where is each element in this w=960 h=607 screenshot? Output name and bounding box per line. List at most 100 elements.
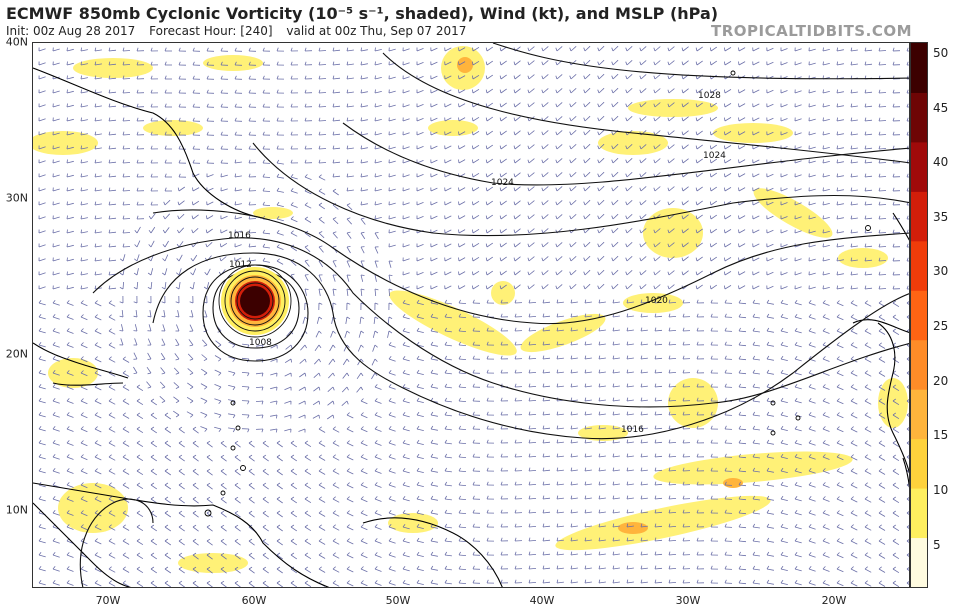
wind-barb-flag xyxy=(374,232,379,234)
wind-barb xyxy=(808,414,816,418)
wind-barb-flag xyxy=(626,355,629,360)
wind-barb xyxy=(416,582,424,585)
wind-barb-flag xyxy=(836,566,840,570)
wind-barb xyxy=(626,214,633,220)
wind-barb xyxy=(570,186,577,192)
wind-barb xyxy=(133,352,138,360)
wind-barb-flag xyxy=(597,159,600,164)
wind-barb-flag xyxy=(332,288,337,291)
wind-barb-flag xyxy=(276,538,281,542)
wind-barb-flag xyxy=(164,454,169,458)
wind-barb-flag xyxy=(206,454,211,458)
wind-barb xyxy=(794,118,802,122)
wind-barb xyxy=(878,344,886,349)
wind-barb xyxy=(332,133,341,136)
wind-barb-flag xyxy=(499,229,502,234)
wind-barb-flag xyxy=(458,103,460,108)
wind-barb xyxy=(150,526,158,532)
wind-barb xyxy=(766,285,774,290)
wind-barb xyxy=(402,174,410,178)
wind-barb-flag xyxy=(119,272,124,276)
wind-barb-flag xyxy=(206,524,211,528)
wind-barb xyxy=(360,133,368,136)
wind-barb xyxy=(724,215,732,220)
wind-barb-flag xyxy=(122,117,125,122)
wind-barb xyxy=(150,484,158,490)
wind-barb xyxy=(38,230,46,234)
wind-barb xyxy=(612,483,620,486)
wind-barb xyxy=(850,105,858,108)
wind-barb-flag xyxy=(360,187,362,192)
wind-barb-flag xyxy=(218,372,222,376)
wind-barb xyxy=(327,386,334,392)
wind-barb-flag xyxy=(136,454,141,458)
wind-barb-flag xyxy=(794,579,798,584)
wind-barb-flag xyxy=(346,344,350,348)
wind-barb-flag xyxy=(626,467,629,472)
wind-barb-flag xyxy=(234,89,237,94)
colorbar-swatch xyxy=(911,537,927,588)
wind-barb xyxy=(808,582,816,586)
wind-barb xyxy=(458,540,467,542)
wind-barb xyxy=(864,147,873,150)
wind-barb xyxy=(570,455,578,458)
wind-barb-flag xyxy=(248,496,253,500)
wind-barb xyxy=(822,498,830,502)
wind-barb xyxy=(528,256,535,262)
wind-barb-flag xyxy=(472,369,475,374)
wind-barb xyxy=(584,157,591,164)
wind-barb-flag xyxy=(710,425,713,430)
wind-barb-flag xyxy=(878,468,882,472)
wind-barb xyxy=(276,540,283,546)
wind-barb xyxy=(850,540,858,545)
wind-barb-flag xyxy=(444,383,448,388)
wind-barb xyxy=(80,49,88,52)
wind-barb xyxy=(780,344,788,347)
wind-barb xyxy=(822,147,830,150)
wind-barb-flag xyxy=(724,369,727,374)
wind-barb xyxy=(668,526,677,528)
isobar-label-1008: 1008 xyxy=(249,338,272,348)
wind-barb-flag xyxy=(584,411,587,416)
wind-barb xyxy=(430,456,438,459)
wind-barb xyxy=(682,60,689,66)
wind-barb-flag xyxy=(724,425,727,430)
wind-barb-flag xyxy=(850,398,854,402)
wind-barb xyxy=(318,92,327,94)
wind-barb xyxy=(612,73,619,80)
wind-barb-flag xyxy=(878,538,882,542)
wind-barb-flag xyxy=(290,173,294,178)
wind-barb-flag xyxy=(850,426,854,430)
wind-barb xyxy=(766,358,774,361)
wind-barb-flag xyxy=(80,412,84,416)
wind-barb-flag xyxy=(710,523,713,528)
wind-barb-flag xyxy=(625,201,628,206)
wind-barb-flag xyxy=(318,145,321,150)
wind-barb-flag xyxy=(808,510,812,514)
wind-barb xyxy=(696,130,703,136)
wind-barb xyxy=(584,185,591,192)
wind-barb xyxy=(178,268,182,276)
wind-barb xyxy=(542,567,551,570)
wind-barb xyxy=(906,386,909,389)
wind-barb-flag xyxy=(598,383,601,388)
wind-barb xyxy=(570,301,578,304)
wind-barb xyxy=(346,63,354,66)
wind-barb xyxy=(80,217,88,220)
wind-barb xyxy=(332,91,341,94)
colorbar-label-45: 45 xyxy=(933,101,949,115)
wind-barb xyxy=(122,456,130,461)
wind-barb xyxy=(766,103,774,108)
wind-barb xyxy=(668,186,675,192)
wind-barb-flag xyxy=(80,426,84,430)
wind-barb-flag xyxy=(878,145,881,150)
wind-barb xyxy=(416,414,424,417)
wind-barb xyxy=(724,145,732,150)
wind-barb xyxy=(234,216,242,220)
wind-barb xyxy=(612,525,620,528)
wind-barb xyxy=(766,201,774,206)
wind-barb xyxy=(360,274,364,282)
wind-barb-flag xyxy=(486,453,489,458)
wind-barb xyxy=(864,428,872,433)
wind-barb-flag xyxy=(640,369,643,374)
